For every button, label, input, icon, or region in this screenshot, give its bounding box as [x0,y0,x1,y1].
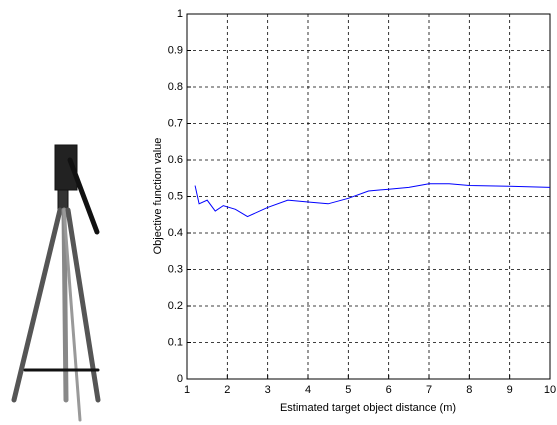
x-tick-label: 1 [184,384,190,396]
x-tick-label: 2 [224,384,230,396]
y-tick-label: 0.2 [168,300,183,312]
x-tick-label: 7 [426,384,432,396]
x-tick-label: 10 [544,384,556,396]
y-tick-label: 0.9 [168,44,183,56]
y-tick-label: 0.4 [168,227,183,239]
y-tick-label: 0.5 [168,190,183,202]
x-axis-label: Estimated target object distance (m) [280,402,456,414]
x-tick-label: 8 [466,384,472,396]
tripod-photo [11,144,101,422]
tripod-leg [11,207,63,403]
x-tick-label: 5 [345,384,351,396]
y-axis-label: Objective function value [152,138,164,255]
y-tick-label: 0 [177,373,183,385]
y-tick-label: 0.7 [168,117,183,129]
tripod-leg [65,207,101,403]
x-tick-label: 3 [265,384,271,396]
x-tick-label: 4 [305,384,311,396]
pan-handle [67,157,100,235]
y-tick-label: 0.6 [168,154,183,166]
x-tick-label: 9 [507,384,513,396]
y-tick-label: 0.1 [168,336,183,348]
x-tick-label: 6 [386,384,392,396]
center-column [57,189,69,211]
data-line [194,183,551,218]
y-tick-label: 1 [177,8,183,20]
y-tick-label: 0.3 [168,263,183,275]
tripod-leg [62,208,82,422]
tripod-leg [61,207,69,403]
y-tick-label: 0.8 [168,81,183,93]
